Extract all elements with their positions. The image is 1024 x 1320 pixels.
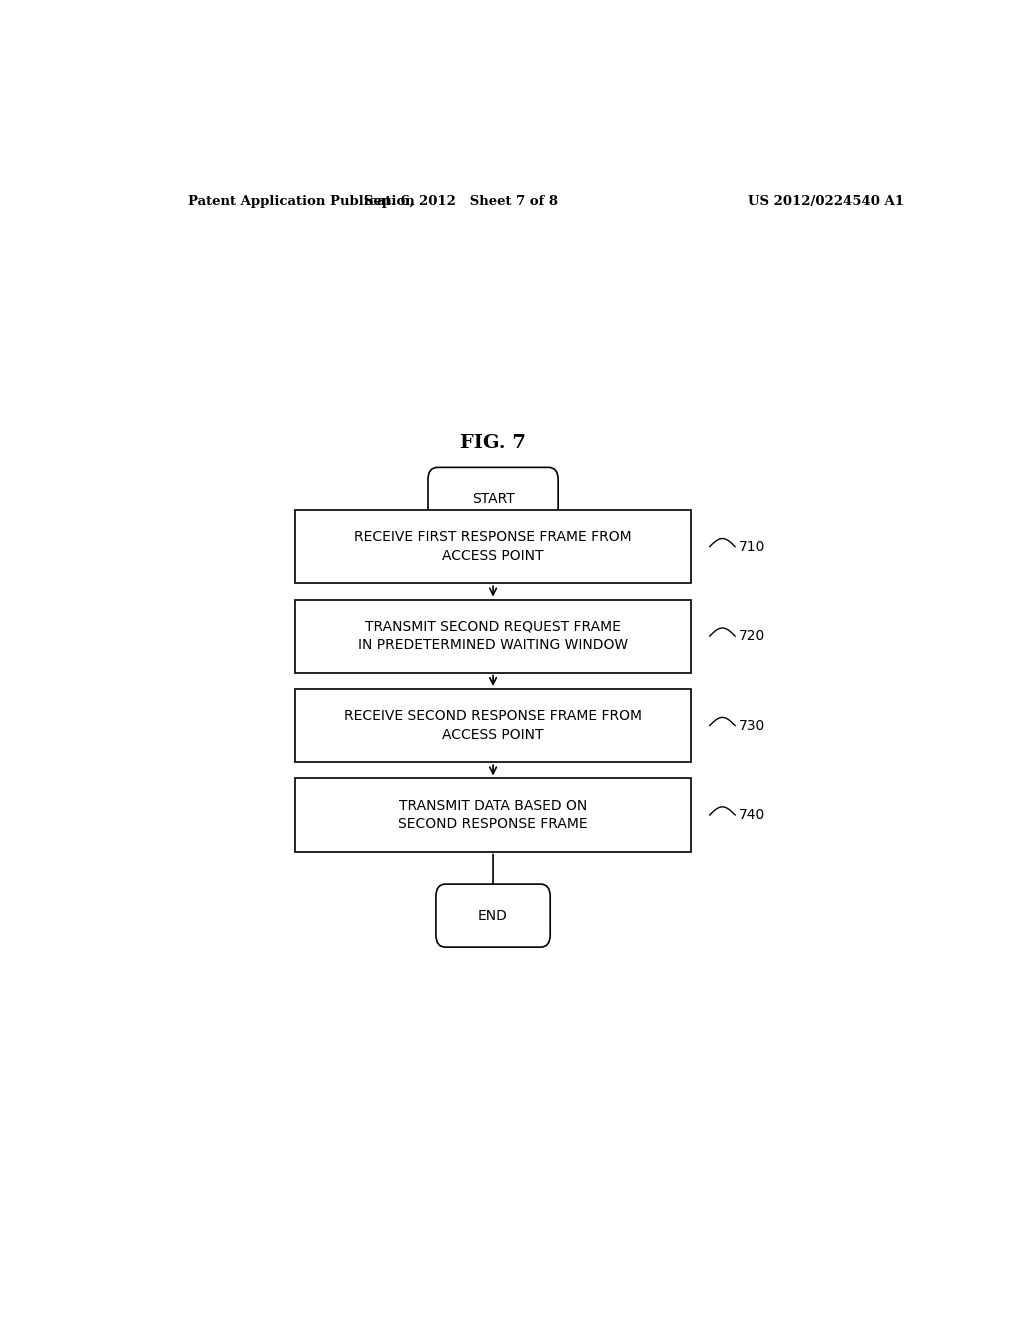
Text: FIG. 7: FIG. 7 <box>460 434 526 451</box>
Text: US 2012/0224540 A1: US 2012/0224540 A1 <box>749 194 904 207</box>
Text: 720: 720 <box>739 630 765 643</box>
Text: Sep. 6, 2012   Sheet 7 of 8: Sep. 6, 2012 Sheet 7 of 8 <box>365 194 558 207</box>
Text: 710: 710 <box>739 540 766 553</box>
Text: TRANSMIT DATA BASED ON
SECOND RESPONSE FRAME: TRANSMIT DATA BASED ON SECOND RESPONSE F… <box>398 799 588 832</box>
FancyBboxPatch shape <box>295 779 691 851</box>
FancyBboxPatch shape <box>428 467 558 531</box>
Text: END: END <box>478 908 508 923</box>
Text: 740: 740 <box>739 808 765 822</box>
Text: START: START <box>472 492 514 506</box>
FancyBboxPatch shape <box>295 510 691 583</box>
Text: RECEIVE FIRST RESPONSE FRAME FROM
ACCESS POINT: RECEIVE FIRST RESPONSE FRAME FROM ACCESS… <box>354 531 632 562</box>
FancyBboxPatch shape <box>295 599 691 673</box>
Text: RECEIVE SECOND RESPONSE FRAME FROM
ACCESS POINT: RECEIVE SECOND RESPONSE FRAME FROM ACCES… <box>344 709 642 742</box>
Text: Patent Application Publication: Patent Application Publication <box>187 194 415 207</box>
FancyBboxPatch shape <box>436 884 550 948</box>
FancyBboxPatch shape <box>295 689 691 762</box>
Text: TRANSMIT SECOND REQUEST FRAME
IN PREDETERMINED WAITING WINDOW: TRANSMIT SECOND REQUEST FRAME IN PREDETE… <box>358 620 628 652</box>
Text: 730: 730 <box>739 718 765 733</box>
